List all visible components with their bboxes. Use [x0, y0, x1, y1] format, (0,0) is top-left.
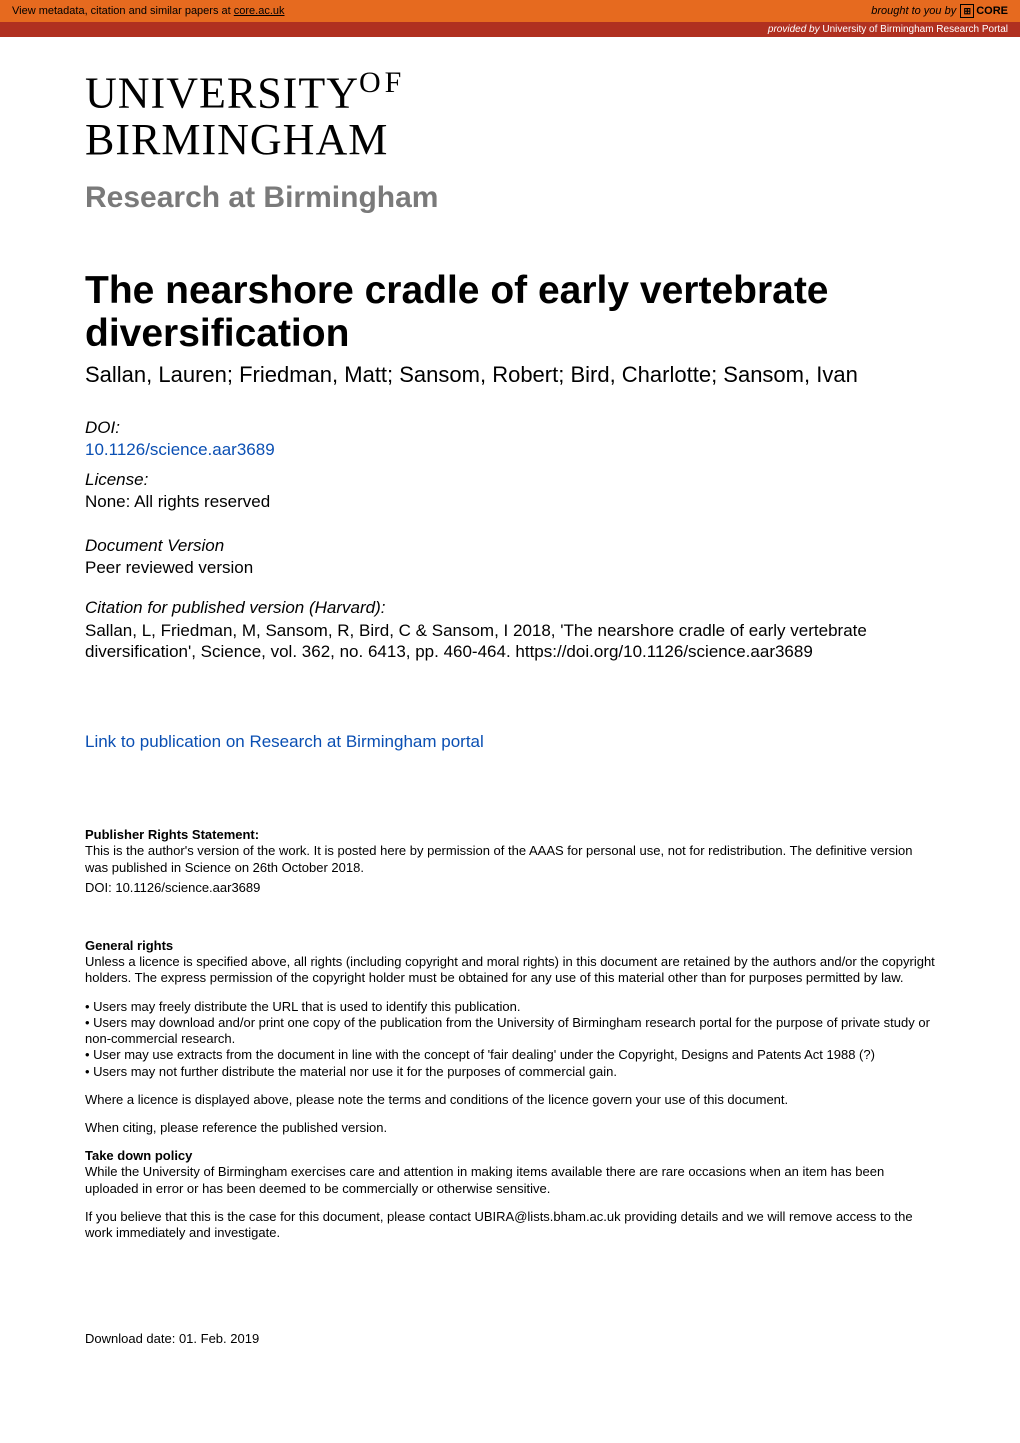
logo-line1: UNIVERSITYOF	[85, 67, 935, 117]
license-value: None: All rights reserved	[85, 492, 935, 512]
citing-note: When citing, please reference the publis…	[85, 1120, 935, 1136]
publisher-rights-heading: Publisher Rights Statement:	[85, 827, 935, 842]
license-label: License:	[85, 470, 935, 490]
bullet-item: • Users may freely distribute the URL th…	[85, 999, 935, 1015]
logo-line2: BIRMINGHAM	[85, 117, 935, 163]
takedown-heading: Take down policy	[85, 1148, 935, 1163]
citation-label: Citation for published version (Harvard)…	[85, 598, 935, 618]
doc-version-label: Document Version	[85, 536, 935, 556]
research-subtitle: Research at Birmingham	[85, 181, 935, 215]
core-label: CORE	[976, 5, 1008, 17]
publisher-rights-body: This is the author's version of the work…	[85, 843, 935, 876]
general-rights-block: General rights Unless a licence is speci…	[85, 938, 935, 1136]
provided-source: University of Birmingham Research Portal	[822, 24, 1008, 35]
bullet-item: • Users may download and/or print one co…	[85, 1015, 935, 1048]
paper-authors: Sallan, Lauren; Friedman, Matt; Sansom, …	[85, 362, 935, 388]
paper-title: The nearshore cradle of early vertebrate…	[85, 270, 935, 356]
publisher-rights-block: Publisher Rights Statement: This is the …	[85, 827, 935, 896]
publisher-rights-doi: DOI: 10.1126/science.aar3689	[85, 880, 935, 896]
citation-text: Sallan, L, Friedman, M, Sansom, R, Bird,…	[85, 620, 935, 663]
core-banner: View metadata, citation and similar pape…	[0, 0, 1020, 22]
banner-left: View metadata, citation and similar pape…	[12, 5, 285, 17]
core-logo[interactable]: ⊞ CORE	[960, 4, 1008, 18]
general-rights-heading: General rights	[85, 938, 935, 953]
university-logo: UNIVERSITYOF BIRMINGHAM	[85, 67, 935, 163]
provided-prefix: provided by	[768, 24, 822, 35]
core-link[interactable]: core.ac.uk	[234, 5, 285, 17]
doi-value: 10.1126/science.aar3689	[85, 440, 935, 460]
core-icon: ⊞	[960, 4, 974, 18]
licence-note: Where a licence is displayed above, plea…	[85, 1092, 935, 1108]
doi-label: DOI:	[85, 418, 935, 438]
rights-bullets: • Users may freely distribute the URL th…	[85, 999, 935, 1080]
doi-link[interactable]: 10.1126/science.aar3689	[85, 440, 275, 459]
download-date: Download date: 01. Feb. 2019	[85, 1331, 935, 1346]
brought-by: brought to you by	[871, 5, 956, 17]
bullet-item: • Users may not further distribute the m…	[85, 1064, 935, 1080]
provided-by-bar: provided by University of Birmingham Res…	[0, 22, 1020, 37]
general-rights-body: Unless a licence is specified above, all…	[85, 954, 935, 987]
banner-right: brought to you by ⊞ CORE	[871, 4, 1008, 18]
takedown-body2: If you believe that this is the case for…	[85, 1209, 935, 1242]
takedown-body1: While the University of Birmingham exerc…	[85, 1164, 935, 1197]
page-content: UNIVERSITYOF BIRMINGHAM Research at Birm…	[0, 37, 1020, 1386]
portal-link[interactable]: Link to publication on Research at Birmi…	[85, 732, 484, 751]
portal-link-container: Link to publication on Research at Birmi…	[85, 732, 935, 752]
bullet-item: • User may use extracts from the documen…	[85, 1047, 935, 1063]
banner-prefix: View metadata, citation and similar pape…	[12, 5, 234, 17]
doc-version-value: Peer reviewed version	[85, 558, 935, 578]
takedown-block: Take down policy While the University of…	[85, 1148, 935, 1241]
